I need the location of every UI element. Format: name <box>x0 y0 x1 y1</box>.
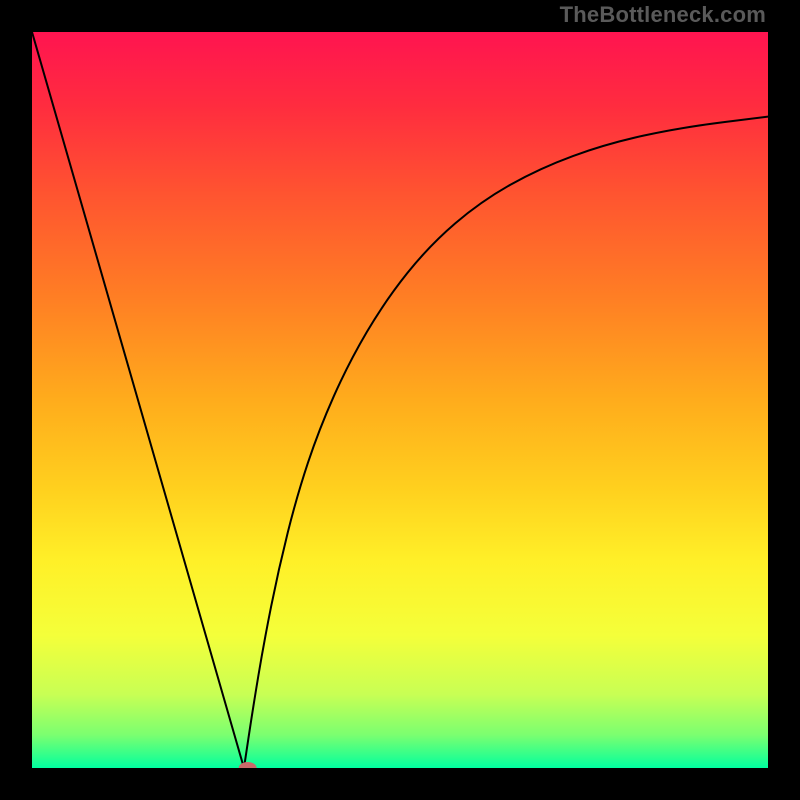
watermark-text: TheBottleneck.com <box>560 2 766 28</box>
gradient-background <box>32 32 768 768</box>
outer-frame: TheBottleneck.com <box>0 0 800 800</box>
plot-area <box>32 32 768 768</box>
chart-svg <box>32 32 768 768</box>
